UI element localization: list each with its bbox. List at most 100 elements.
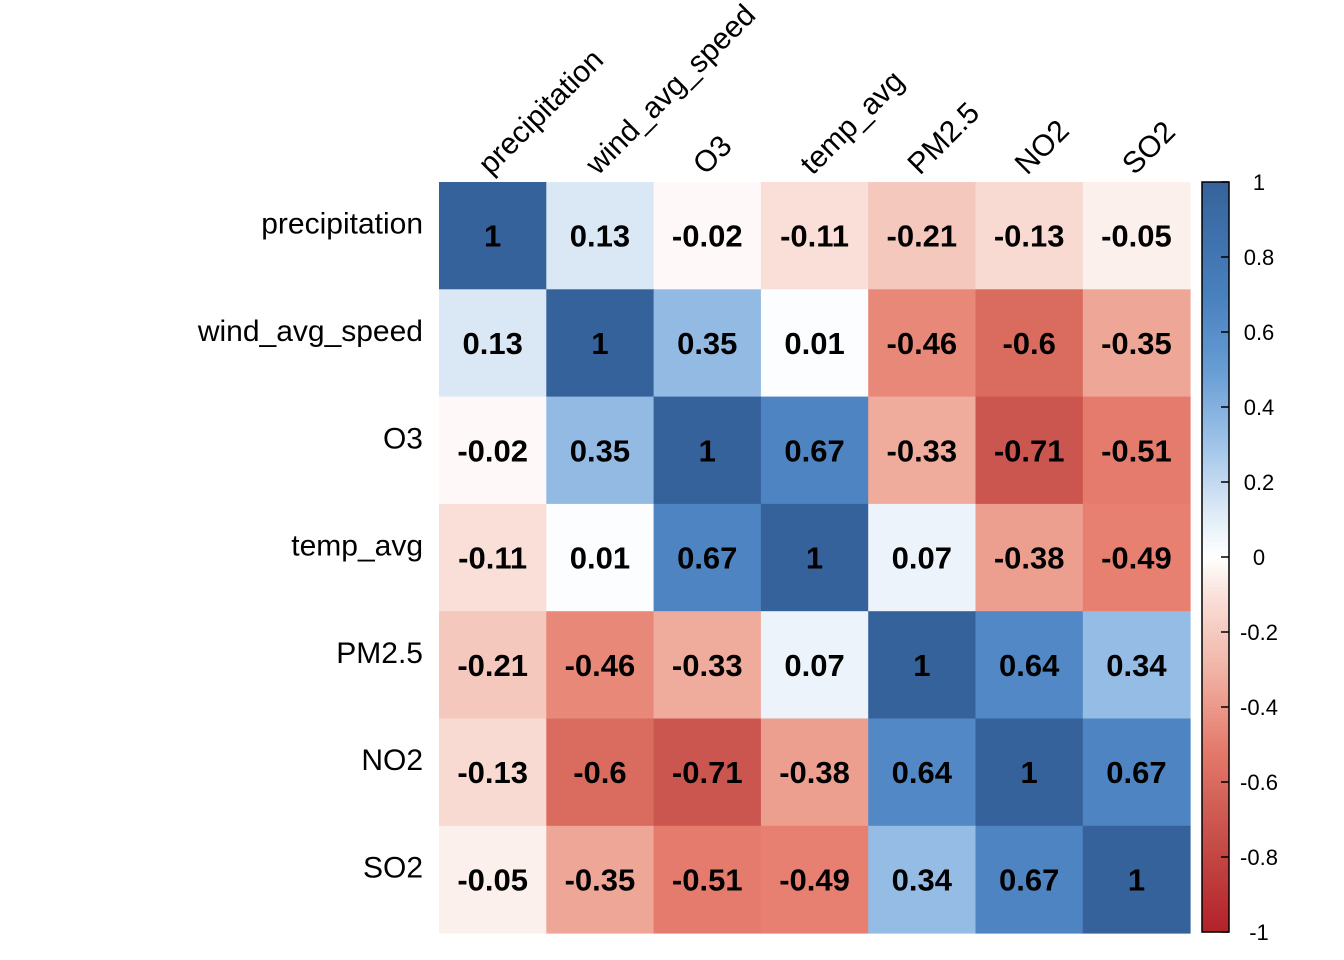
- colorbar-segment: [1202, 470, 1229, 476]
- colorbar-segment: [1202, 530, 1229, 536]
- cell-value-label: 1: [806, 541, 823, 576]
- heatmap-cell-temp-avg-temp-avg: [760, 503, 869, 612]
- colorbar-segment: [1202, 639, 1229, 644]
- colorbar-segment: [1202, 602, 1229, 607]
- colorbar-segment: [1202, 729, 1229, 734]
- colorbar-tick-label: 0.6: [1244, 320, 1275, 345]
- colorbar-segment: [1202, 598, 1229, 603]
- colorbar-segment: [1202, 669, 1229, 674]
- colorbar-segment: [1202, 238, 1229, 243]
- colorbar-segment: [1202, 380, 1229, 386]
- colorbar-segment: [1202, 339, 1229, 344]
- cell-value-label: 1: [484, 219, 501, 254]
- colorbar-segment: [1202, 797, 1229, 802]
- colorbar-segment: [1202, 403, 1229, 408]
- heatmap-cell-precipitation-precipitation: [439, 182, 547, 290]
- colorbar-segment: [1202, 463, 1229, 468]
- colorbar-segment: [1202, 898, 1229, 903]
- cell-value-label: -0.33: [672, 648, 743, 683]
- column-label-o3: O3: [687, 129, 739, 181]
- colorbar-segment: [1202, 264, 1229, 269]
- colorbar-segment: [1202, 587, 1229, 592]
- heatmap-cell-no2-o3: [653, 718, 762, 827]
- colorbar-segment: [1202, 328, 1229, 333]
- colorbar-segment: [1202, 714, 1229, 719]
- heatmap-cell-wind-avg-speed-pm2-5: [868, 289, 976, 398]
- colorbar-segment: [1202, 482, 1229, 487]
- row-label-pm2-5: PM2.5: [336, 637, 423, 670]
- colorbar-segment: [1202, 740, 1229, 746]
- colorbar-segment: [1202, 212, 1229, 217]
- colorbar-segment: [1202, 309, 1229, 314]
- colorbar-segment: [1202, 414, 1229, 419]
- colorbar-segment: [1202, 894, 1229, 899]
- colorbar-segment: [1202, 354, 1229, 359]
- colorbar-segment: [1202, 868, 1229, 873]
- row-labels: precipitation wind_avg_speed O3 temp_avg PM2…: [197, 208, 423, 885]
- colorbar-segment: [1202, 752, 1229, 757]
- colorbar-segment: [1202, 197, 1229, 202]
- heatmap-cell-o3-so2: [1082, 396, 1191, 505]
- colorbar-segment: [1202, 395, 1229, 401]
- column-label-so2: SO2: [1116, 115, 1182, 181]
- colorbar-segment: [1202, 755, 1229, 761]
- colorbar-segment: [1202, 872, 1229, 877]
- colorbar-segment: [1202, 440, 1229, 446]
- cell-value-label: -0.35: [1101, 326, 1172, 361]
- colorbar-segment: [1202, 703, 1229, 708]
- colorbar-segment: [1202, 890, 1229, 896]
- colorbar-segment: [1202, 260, 1229, 266]
- cell-value-label: 0.13: [462, 326, 522, 361]
- colorbar-segment: [1202, 864, 1229, 869]
- colorbar-segment: [1202, 677, 1229, 682]
- colorbar-segment: [1202, 617, 1229, 622]
- cell-value-label: 0.07: [892, 541, 952, 576]
- colorbar-segment: [1202, 208, 1229, 213]
- heatmap-cell-temp-avg-wind-avg-speed: [546, 503, 655, 612]
- colorbar-segment: [1202, 759, 1229, 764]
- cell-value-label: 1: [1128, 862, 1145, 897]
- colorbar-tick-label: -0.4: [1240, 695, 1278, 720]
- colorbar-segment: [1202, 624, 1229, 629]
- colorbar-segment: [1202, 654, 1229, 659]
- colorbar-segment: [1202, 515, 1229, 521]
- cell-value-label: -0.13: [994, 219, 1065, 254]
- cell-value-label: -0.38: [994, 541, 1065, 576]
- heatmap-cell-no2-wind-avg-speed: [546, 718, 655, 827]
- heatmap-cell-temp-avg-pm2-5: [868, 503, 976, 612]
- colorbar-segment: [1202, 227, 1229, 232]
- colorbar-segment: [1202, 418, 1229, 423]
- colorbar-segment: [1202, 433, 1229, 438]
- heatmap-cell-so2-o3: [653, 825, 762, 934]
- colorbar-segment: [1202, 444, 1229, 449]
- colorbar-segment: [1202, 767, 1229, 772]
- heatmap-cell-precipitation-temp-avg: [760, 182, 869, 290]
- colorbar-segment: [1202, 830, 1229, 836]
- colorbar-segment: [1202, 594, 1229, 599]
- colorbar-segment: [1202, 665, 1229, 671]
- cell-value-label: 0.07: [784, 648, 844, 683]
- colorbar-segment: [1202, 407, 1229, 412]
- colorbar-segment: [1202, 920, 1229, 926]
- heatmap-cell-o3-wind-avg-speed: [546, 396, 655, 505]
- heatmap-cell-wind-avg-speed-temp-avg: [760, 289, 869, 398]
- heatmap-cell-pm2-5-precipitation: [439, 611, 547, 719]
- colorbar-segment: [1202, 317, 1229, 322]
- heatmap-cell-no2-temp-avg: [760, 718, 869, 827]
- colorbar-segment: [1202, 632, 1229, 637]
- cell-value-label: 0.01: [784, 326, 844, 361]
- cell-value-label: -0.38: [779, 755, 850, 790]
- cell-value-label: 0.35: [677, 326, 737, 361]
- colorbar-tick-label: 1: [1253, 170, 1265, 195]
- colorbar-segment: [1202, 860, 1229, 866]
- colorbar-segment: [1202, 497, 1229, 502]
- row-label-precipitation: precipitation: [261, 208, 423, 241]
- colorbar-segment: [1202, 590, 1229, 596]
- colorbar-segment: [1202, 647, 1229, 652]
- colorbar-segment: [1202, 875, 1229, 881]
- colorbar-segment: [1202, 842, 1229, 847]
- colorbar-segment: [1202, 684, 1229, 689]
- colorbar-segment: [1202, 737, 1229, 742]
- colorbar-segment: [1202, 182, 1229, 187]
